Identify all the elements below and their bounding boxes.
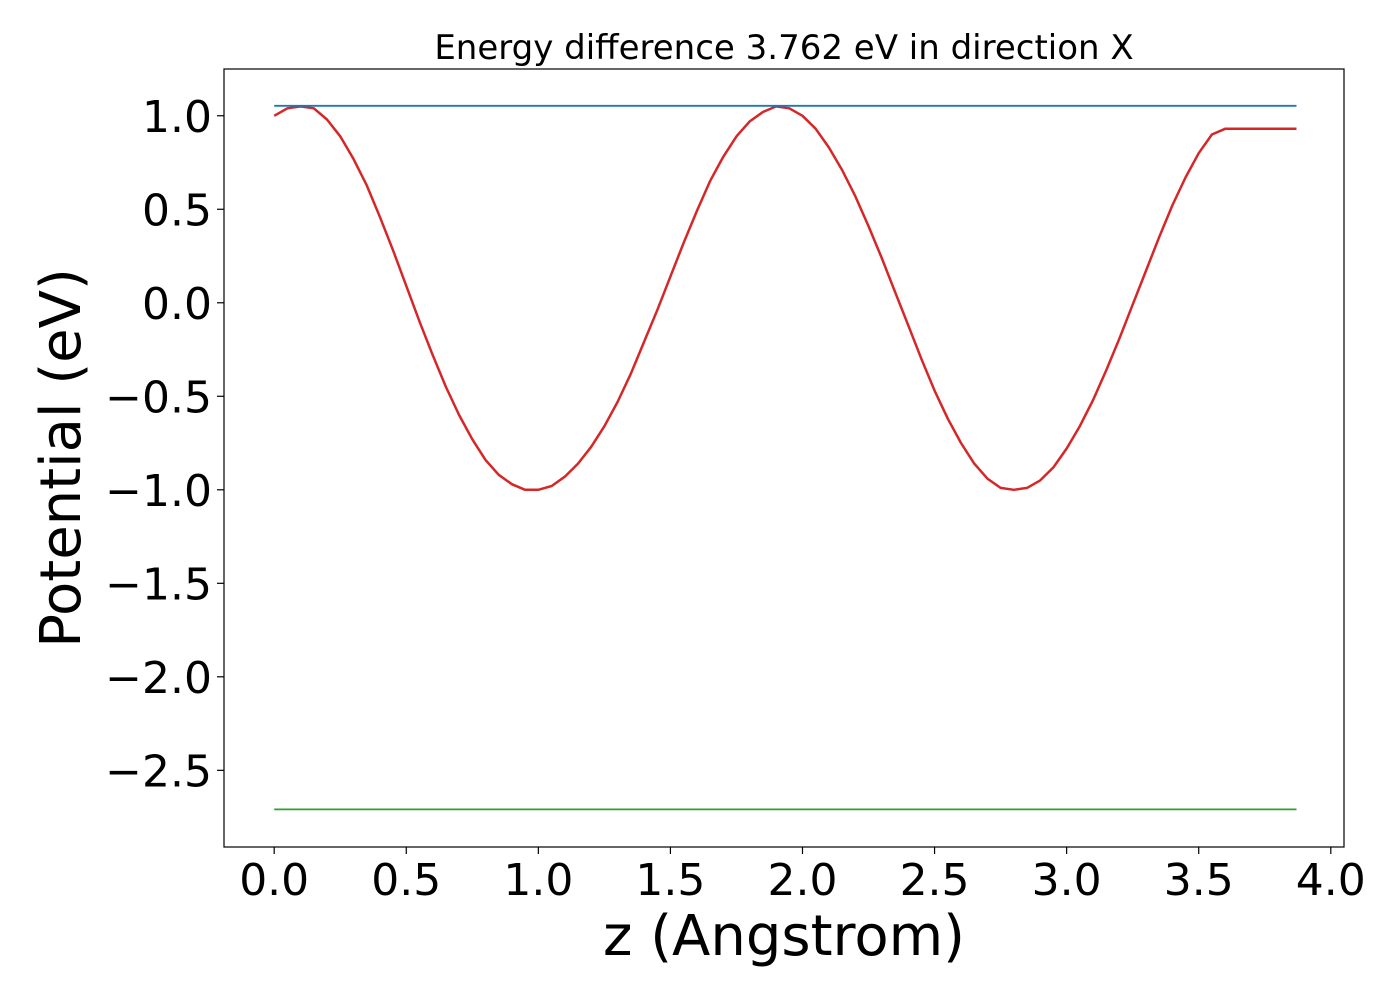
x-axis: 0.0 0.5 1.0 1.5 2.0 2.5 3.0 3.5 4.0 bbox=[239, 847, 1366, 906]
x-tick-label: 3.0 bbox=[1032, 855, 1102, 906]
y-axis-label: Potential (eV) bbox=[29, 268, 94, 648]
x-tick-label: 2.0 bbox=[767, 855, 837, 906]
x-tick-label: 0.5 bbox=[371, 855, 441, 906]
plot-frame bbox=[223, 68, 1345, 848]
series-layer bbox=[273, 104, 1297, 811]
x-tick-label: 1.5 bbox=[635, 855, 705, 906]
x-axis-label: z (Angstrom) bbox=[603, 904, 965, 969]
x-tick-label: 4.0 bbox=[1296, 855, 1366, 906]
y-axis: 1.0 0.5 0.0 −0.5 −1.0 −1.5 −2.0 −2.5 bbox=[105, 92, 224, 797]
y-tick-label: 1.0 bbox=[142, 92, 212, 143]
x-tick-label: 3.5 bbox=[1164, 855, 1234, 906]
y-tick-label: −2.5 bbox=[105, 746, 212, 797]
y-tick-label: 0.5 bbox=[142, 185, 212, 236]
y-tick-label: −1.0 bbox=[105, 466, 212, 517]
x-tick-label: 0.0 bbox=[239, 855, 309, 906]
series-line-1 bbox=[273, 105, 1297, 492]
y-tick-label: −1.5 bbox=[105, 559, 212, 610]
x-tick-label: 2.5 bbox=[900, 855, 970, 906]
y-tick-label: −2.0 bbox=[105, 653, 212, 704]
y-tick-label: −0.5 bbox=[105, 372, 212, 423]
y-tick-label: 0.0 bbox=[142, 279, 212, 330]
x-tick-label: 1.0 bbox=[503, 855, 573, 906]
chart-title: Energy difference 3.762 eV in direction … bbox=[434, 28, 1133, 68]
